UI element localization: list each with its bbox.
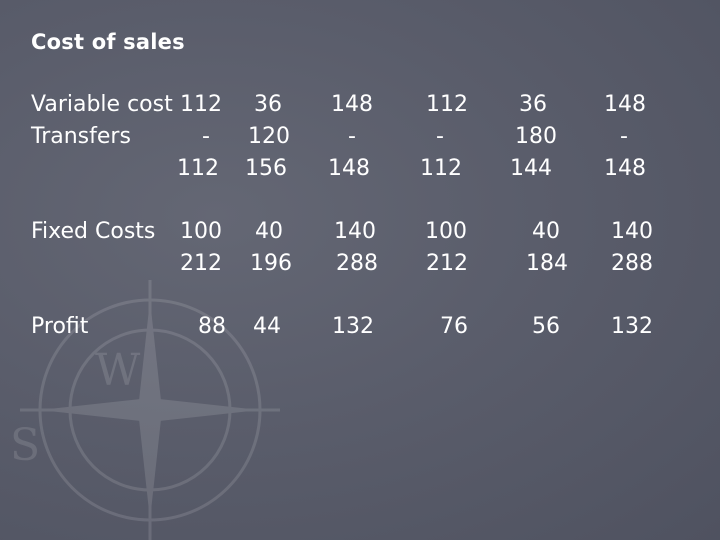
col2-fixed-costs: 40 xyxy=(255,219,283,244)
col6-profit: 132 xyxy=(611,314,653,339)
col2-subtotal: 156 xyxy=(245,156,287,181)
col5-fixed-costs: 40 xyxy=(532,219,560,244)
col5-transfers: 180 xyxy=(515,124,557,149)
col5-profit: 56 xyxy=(532,314,560,339)
slide-title: Cost of sales xyxy=(31,30,185,54)
svg-text:W: W xyxy=(95,345,141,396)
col1-subtotal: 112 xyxy=(177,156,219,181)
label-transfers: Transfers xyxy=(31,124,131,149)
label-variable-cost: Variable cost xyxy=(31,92,173,117)
col2-variable-cost: 36 xyxy=(254,92,282,117)
svg-text:S: S xyxy=(10,420,40,471)
col4-profit: 76 xyxy=(440,314,468,339)
col4-variable-cost: 112 xyxy=(426,92,468,117)
col1-total: 212 xyxy=(180,251,222,276)
col6-transfers: - xyxy=(620,124,628,149)
col4-total: 212 xyxy=(426,251,468,276)
col4-fixed-costs: 100 xyxy=(425,219,467,244)
col3-transfers: - xyxy=(348,124,356,149)
col1-profit: 88 xyxy=(198,314,226,339)
compass-watermark-icon: S W xyxy=(10,280,280,540)
col3-variable-cost: 148 xyxy=(331,92,373,117)
col6-total: 288 xyxy=(611,251,653,276)
col3-subtotal: 148 xyxy=(328,156,370,181)
col2-total: 196 xyxy=(250,251,292,276)
col2-profit: 44 xyxy=(253,314,281,339)
label-profit: Profit xyxy=(31,314,89,339)
label-fixed-costs: Fixed Costs xyxy=(31,219,156,244)
col5-variable-cost: 36 xyxy=(519,92,547,117)
col3-profit: 132 xyxy=(332,314,374,339)
col1-transfers: - xyxy=(202,124,210,149)
col4-transfers: - xyxy=(436,124,444,149)
col6-fixed-costs: 140 xyxy=(611,219,653,244)
col4-subtotal: 112 xyxy=(420,156,462,181)
col5-subtotal: 144 xyxy=(510,156,552,181)
col6-variable-cost: 148 xyxy=(604,92,646,117)
col1-fixed-costs: 100 xyxy=(180,219,222,244)
col6-subtotal: 148 xyxy=(604,156,646,181)
col5-total: 184 xyxy=(526,251,568,276)
col2-transfers: 120 xyxy=(248,124,290,149)
col3-fixed-costs: 140 xyxy=(334,219,376,244)
col3-total: 288 xyxy=(336,251,378,276)
col1-variable-cost: 112 xyxy=(180,92,222,117)
